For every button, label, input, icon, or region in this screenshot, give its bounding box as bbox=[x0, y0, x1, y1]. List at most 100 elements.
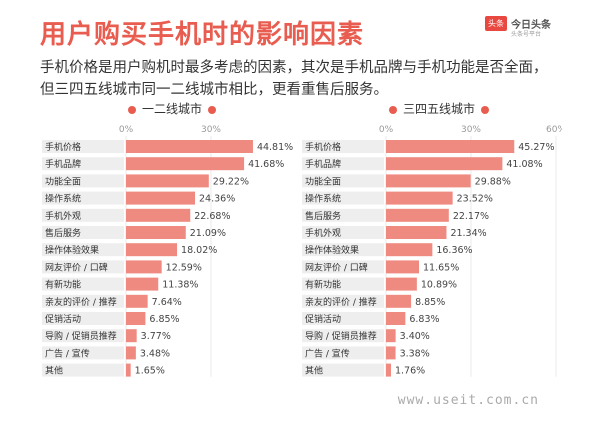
row-label-background bbox=[42, 260, 124, 274]
row-label-background bbox=[302, 226, 384, 239]
bar bbox=[386, 157, 503, 171]
row-label-background bbox=[302, 157, 384, 171]
value-label: 29.88% bbox=[475, 176, 511, 187]
description-line-1: 手机价格是用户购机时最多考虑的因素，其次是手机品牌与手机功能是否全面， bbox=[40, 60, 548, 76]
category-label: 手机价格 bbox=[45, 141, 81, 153]
x-tick-label: 60% bbox=[546, 125, 562, 135]
bar bbox=[386, 346, 396, 360]
row-label-background bbox=[42, 208, 124, 222]
row-label-background bbox=[42, 363, 124, 377]
value-label: 6.83% bbox=[409, 314, 439, 325]
bar bbox=[386, 140, 515, 153]
value-label: 41.08% bbox=[506, 159, 542, 170]
category-label: 手机价格 bbox=[305, 141, 341, 153]
category-label: 促销活动 bbox=[45, 313, 81, 325]
category-label: 售后服务 bbox=[305, 210, 341, 222]
value-label: 41.68% bbox=[248, 159, 284, 170]
row-label-background bbox=[42, 243, 124, 257]
bar bbox=[386, 363, 391, 377]
bar bbox=[126, 294, 148, 308]
value-label: 21.09% bbox=[190, 228, 226, 239]
bar bbox=[126, 260, 162, 274]
row-label-background bbox=[42, 277, 124, 291]
category-label: 亲友的评价 / 推荐 bbox=[45, 296, 117, 308]
bar-chart-tier345: 0% 30% 60% 手机价格 45.27% 手机品牌 41.08% 功能全面 29.88% 操作… bbox=[302, 125, 562, 377]
category-label: 亲友的评价 / 推荐 bbox=[305, 296, 377, 308]
value-label: 11.65% bbox=[423, 262, 459, 273]
category-label: 操作体验效果 bbox=[305, 244, 359, 256]
logo-badge: 头条 bbox=[485, 16, 507, 31]
bar bbox=[126, 157, 245, 171]
bar bbox=[126, 346, 136, 360]
row-label-background bbox=[42, 312, 124, 325]
value-label: 10.89% bbox=[421, 280, 457, 291]
page-title: 用户购买手机时的影响因素 bbox=[40, 20, 365, 50]
chart-title-tier12: 一二线城市 bbox=[122, 100, 222, 117]
category-label: 手机品牌 bbox=[45, 158, 81, 170]
chart-title-tier345: 三四五线城市 bbox=[383, 100, 495, 117]
title-dot-icon bbox=[389, 105, 397, 114]
logo-name: 今日头条 bbox=[511, 20, 551, 31]
category-label: 售后服务 bbox=[45, 227, 81, 239]
row-label-background bbox=[302, 260, 384, 274]
value-label: 7.64% bbox=[152, 297, 182, 308]
bar bbox=[386, 174, 471, 188]
bar bbox=[126, 277, 159, 291]
category-label: 广告 / 宣传 bbox=[45, 347, 90, 359]
row-label-background bbox=[302, 277, 384, 291]
bar bbox=[386, 294, 412, 308]
value-label: 3.77% bbox=[141, 331, 171, 342]
title-dot-icon bbox=[128, 105, 136, 114]
logo-subtitle: 头条号平台 bbox=[511, 31, 542, 38]
row-label-background bbox=[302, 329, 384, 343]
x-tick-label: 0% bbox=[379, 125, 394, 135]
category-label: 操作系统 bbox=[45, 193, 81, 205]
row-label-background bbox=[42, 294, 124, 308]
category-label: 网友评价 / 口碑 bbox=[45, 261, 108, 273]
value-label: 45.27% bbox=[518, 142, 554, 153]
bar bbox=[386, 208, 449, 222]
bar bbox=[386, 277, 417, 291]
title-dot-icon bbox=[481, 105, 490, 114]
value-label: 22.68% bbox=[194, 211, 230, 222]
bar bbox=[126, 312, 146, 325]
row-label-background bbox=[302, 174, 384, 188]
category-label: 导购 / 促销员推荐 bbox=[45, 330, 117, 342]
row-label-background bbox=[302, 294, 384, 308]
category-label: 手机品牌 bbox=[305, 158, 341, 170]
bar bbox=[386, 226, 447, 239]
bar bbox=[386, 191, 453, 205]
bar bbox=[126, 140, 253, 153]
row-label-background bbox=[302, 243, 384, 257]
value-label: 3.48% bbox=[140, 348, 170, 359]
row-label-background bbox=[42, 174, 124, 188]
category-label: 其他 bbox=[305, 365, 323, 377]
row-label-background bbox=[42, 191, 124, 205]
row-label-background bbox=[302, 191, 384, 205]
row-label-background bbox=[302, 363, 384, 377]
value-label: 8.85% bbox=[415, 297, 445, 308]
x-tick-label: 30% bbox=[461, 125, 481, 135]
row-label-background bbox=[302, 208, 384, 222]
value-label: 24.36% bbox=[199, 194, 235, 205]
bar bbox=[126, 243, 178, 257]
bar bbox=[126, 174, 209, 188]
category-label: 广告 / 宣传 bbox=[305, 347, 350, 359]
row-label-background bbox=[302, 312, 384, 325]
row-label-background bbox=[302, 140, 384, 153]
title-dot-icon bbox=[208, 105, 217, 114]
bar bbox=[126, 363, 131, 377]
value-label: 11.38% bbox=[162, 280, 198, 291]
category-label: 功能全面 bbox=[45, 175, 81, 187]
chart-title-text: 三四五线城市 bbox=[403, 102, 476, 116]
value-label: 18.02% bbox=[181, 245, 217, 256]
row-label-background bbox=[42, 140, 124, 153]
row-label-background bbox=[42, 346, 124, 360]
description-line-2: 但三四五线城市同一二线城市相比，更看重售后服务。 bbox=[40, 82, 388, 98]
value-label: 1.65% bbox=[135, 366, 165, 377]
value-label: 23.52% bbox=[457, 194, 493, 205]
toutiao-logo: 头条 今日头条 头条号平台 bbox=[485, 16, 553, 40]
value-label: 29.22% bbox=[213, 176, 249, 187]
value-label: 16.36% bbox=[436, 245, 472, 256]
row-label-background bbox=[42, 157, 124, 171]
